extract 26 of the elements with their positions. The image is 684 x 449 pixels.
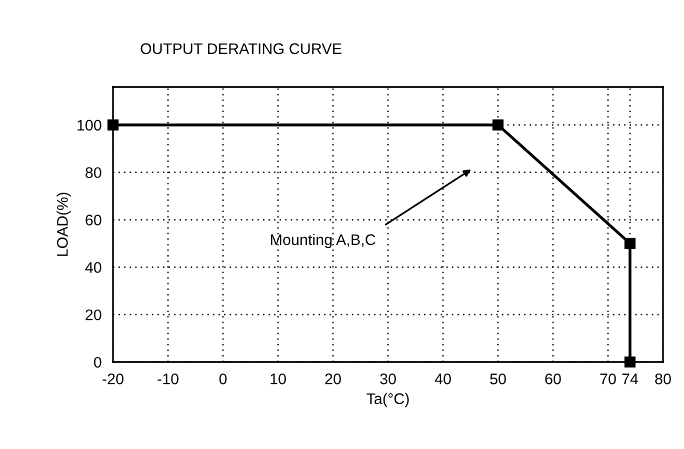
y-tick-label: 80 xyxy=(86,167,102,178)
x-tick-label: 74 xyxy=(622,374,638,384)
x-tick-label: 70 xyxy=(600,374,616,384)
x-tick-label: 30 xyxy=(380,374,396,384)
point xyxy=(492,119,504,130)
point xyxy=(107,119,119,130)
annotation: Mounting A,B,C xyxy=(271,234,376,248)
y-axis-title: LOAD(%) xyxy=(56,192,71,256)
chart-title: OUTPUT DERATING CURVE xyxy=(140,43,342,54)
x-tick-label: -20 xyxy=(102,374,124,384)
x-tick-label: 50 xyxy=(490,374,506,384)
y-tick-label: 40 xyxy=(85,262,102,273)
point xyxy=(624,356,636,368)
x-tick-label: 20 xyxy=(325,374,341,384)
x-tick-label: 10 xyxy=(270,374,286,384)
y-tick-label: 20 xyxy=(86,309,102,320)
x-tick-label: 40 xyxy=(434,374,451,384)
y-tick-label: 0 xyxy=(94,356,102,368)
x-tick-label: 0 xyxy=(219,374,227,384)
y-tick-label: 60 xyxy=(86,214,102,226)
point xyxy=(624,238,636,250)
y-tick-label: 100 xyxy=(78,120,102,131)
x-axis-title: Ta(°C) xyxy=(366,392,409,408)
x-tick-label: 60 xyxy=(545,374,561,384)
x-tick-label: -10 xyxy=(158,374,178,384)
x-tick-label: 80 xyxy=(655,374,671,384)
